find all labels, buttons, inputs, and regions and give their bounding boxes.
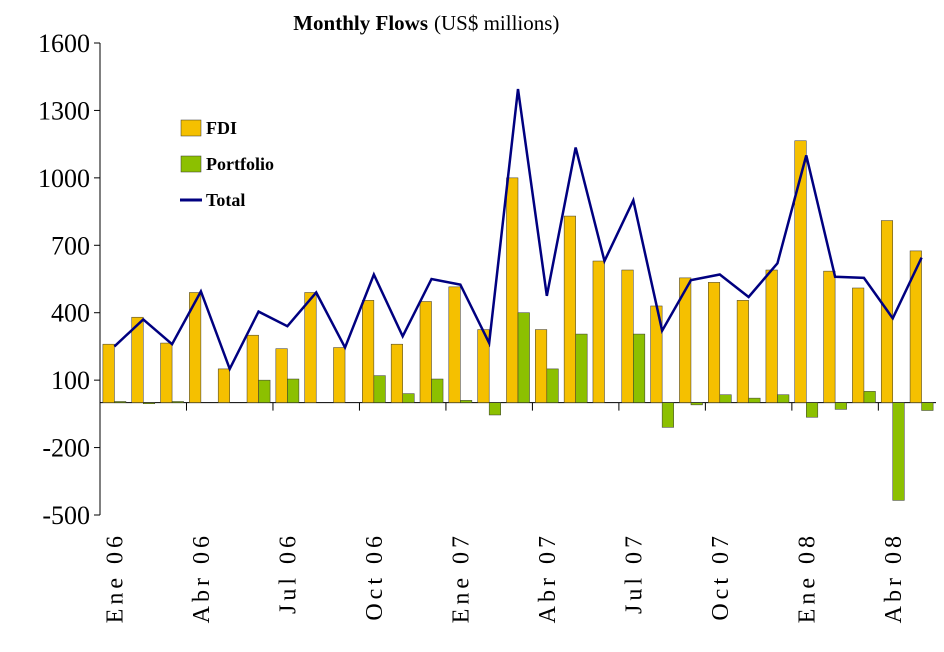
legend-label: Portfolio bbox=[206, 154, 274, 174]
bar bbox=[517, 312, 530, 403]
bar bbox=[633, 333, 646, 403]
bar bbox=[621, 269, 634, 403]
bar bbox=[690, 402, 703, 406]
bar bbox=[390, 343, 403, 403]
bar bbox=[171, 401, 184, 403]
x-tick-label: Jul 06 bbox=[275, 532, 301, 614]
x-tick-label: Abr 08 bbox=[881, 532, 907, 623]
bar bbox=[909, 250, 922, 403]
x-tick-label: Oct 07 bbox=[708, 532, 734, 621]
y-tick-label: -500 bbox=[42, 501, 90, 530]
bar bbox=[546, 368, 559, 403]
x-tick-label: Abr 06 bbox=[189, 532, 215, 623]
x-tick-label: Oct 06 bbox=[362, 532, 388, 621]
bar bbox=[563, 215, 576, 403]
y-tick-label: 1600 bbox=[38, 29, 90, 58]
y-tick-label: 400 bbox=[51, 299, 90, 328]
bar bbox=[748, 397, 761, 403]
bar bbox=[373, 375, 386, 403]
bar bbox=[806, 402, 819, 418]
bar bbox=[488, 402, 501, 416]
bar bbox=[679, 277, 692, 403]
legend-label: Total bbox=[206, 190, 245, 210]
bar bbox=[131, 316, 144, 403]
bar bbox=[460, 400, 473, 403]
legend-swatch bbox=[180, 119, 202, 137]
legend-swatch bbox=[180, 155, 202, 173]
bar bbox=[794, 140, 807, 403]
bar bbox=[863, 391, 876, 403]
bar bbox=[402, 393, 415, 403]
bar bbox=[448, 286, 461, 403]
bar bbox=[736, 300, 749, 403]
bar bbox=[777, 394, 790, 403]
bar bbox=[217, 368, 230, 403]
bar bbox=[189, 292, 202, 403]
bar bbox=[535, 329, 548, 403]
x-tick-label: Ene 08 bbox=[794, 532, 820, 623]
y-tick-label: 1000 bbox=[38, 164, 90, 193]
x-tick-label: Jul 07 bbox=[621, 532, 647, 614]
bar bbox=[823, 270, 836, 403]
bar bbox=[719, 394, 732, 403]
bar bbox=[921, 402, 934, 411]
bar bbox=[852, 287, 865, 403]
bar bbox=[102, 343, 115, 403]
bar bbox=[275, 348, 288, 403]
bar bbox=[304, 292, 317, 403]
legend-label: FDI bbox=[206, 118, 237, 138]
bar bbox=[708, 282, 721, 403]
bar bbox=[834, 402, 847, 410]
bar bbox=[160, 342, 173, 403]
chart-subtitle: (US$ millions) bbox=[434, 11, 559, 35]
bar bbox=[362, 300, 375, 403]
y-tick-label: -200 bbox=[42, 434, 90, 463]
y-tick-label: 700 bbox=[51, 231, 90, 260]
bar bbox=[142, 402, 156, 404]
bar bbox=[592, 260, 605, 403]
bar bbox=[765, 269, 778, 403]
bar bbox=[575, 333, 588, 403]
bar bbox=[661, 402, 674, 428]
chart-title: Monthly Flows bbox=[293, 11, 428, 35]
x-tick-label: Ene 06 bbox=[102, 532, 128, 623]
y-tick-label: 1300 bbox=[38, 96, 90, 125]
bar bbox=[246, 334, 259, 403]
bar bbox=[258, 379, 271, 403]
bar bbox=[287, 378, 300, 403]
x-tick-label: Abr 07 bbox=[535, 532, 561, 623]
bar bbox=[333, 347, 346, 403]
line bbox=[113, 88, 923, 373]
bar bbox=[419, 301, 432, 403]
y-tick-label: 100 bbox=[51, 366, 90, 395]
bar bbox=[506, 177, 519, 403]
bar bbox=[892, 402, 905, 501]
bar bbox=[431, 378, 444, 403]
x-tick-label: Ene 07 bbox=[448, 532, 474, 623]
bar bbox=[114, 401, 127, 403]
